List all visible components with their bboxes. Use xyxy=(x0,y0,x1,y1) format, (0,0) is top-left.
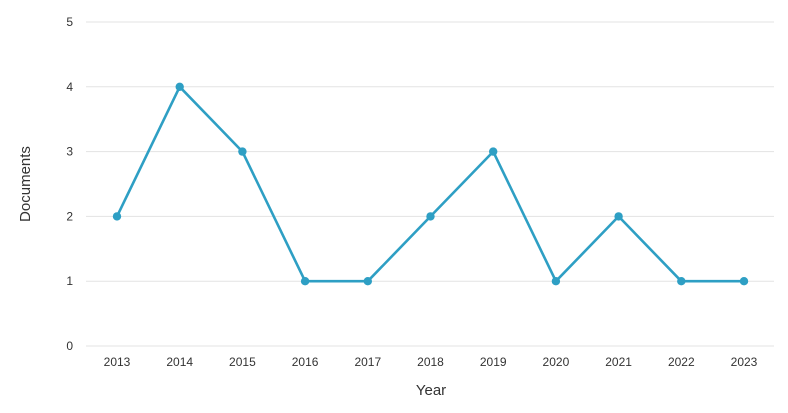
x-tick-label-2015: 2015 xyxy=(229,355,256,369)
data-point-2017 xyxy=(363,277,372,286)
gridlines xyxy=(86,21,774,347)
data-point-2020 xyxy=(551,277,561,286)
y-tick-label-3: 3 xyxy=(66,145,73,159)
x-tick-label-2017: 2017 xyxy=(354,355,381,369)
x-tick-label-2019: 2019 xyxy=(480,355,507,369)
data-point-2022 xyxy=(677,277,686,286)
x-axis-ticks: 2013 2014 2015 2016 2017 2018 2019 2020 2021 2022… xyxy=(104,355,758,369)
data-point-2018 xyxy=(426,212,435,221)
data-point-2016 xyxy=(300,277,310,286)
y-axis-title: Documents xyxy=(17,146,34,222)
series-group xyxy=(112,82,749,286)
data-point-2023 xyxy=(739,277,749,286)
x-tick-label-2022: 2022 xyxy=(668,355,695,369)
x-axis-title: Year xyxy=(416,382,446,399)
y-tick-label-5: 5 xyxy=(66,15,73,29)
data-point-2015 xyxy=(238,147,247,156)
x-tick-label-2018: 2018 xyxy=(417,355,444,369)
x-tick-label-2021: 2021 xyxy=(605,355,632,369)
x-tick-label-2020: 2020 xyxy=(543,355,570,369)
x-tick-label-2013: 2013 xyxy=(104,355,131,369)
y-tick-label-0: 0 xyxy=(66,339,73,353)
data-point-2014 xyxy=(175,82,184,92)
y-tick-label-1: 1 xyxy=(66,274,73,288)
x-tick-label-2016: 2016 xyxy=(292,355,319,369)
x-tick-label-2014: 2014 xyxy=(166,355,193,369)
data-point-2021 xyxy=(614,212,623,221)
x-tick-label-2023: 2023 xyxy=(731,355,758,369)
y-axis-ticks: 0 1 2 3 4 5 xyxy=(66,15,73,353)
series-line-0 xyxy=(115,85,746,283)
data-point-2013 xyxy=(112,212,122,221)
data-point-2019 xyxy=(489,147,498,156)
y-tick-label-2: 2 xyxy=(66,209,73,223)
y-tick-label-4: 4 xyxy=(66,80,73,94)
